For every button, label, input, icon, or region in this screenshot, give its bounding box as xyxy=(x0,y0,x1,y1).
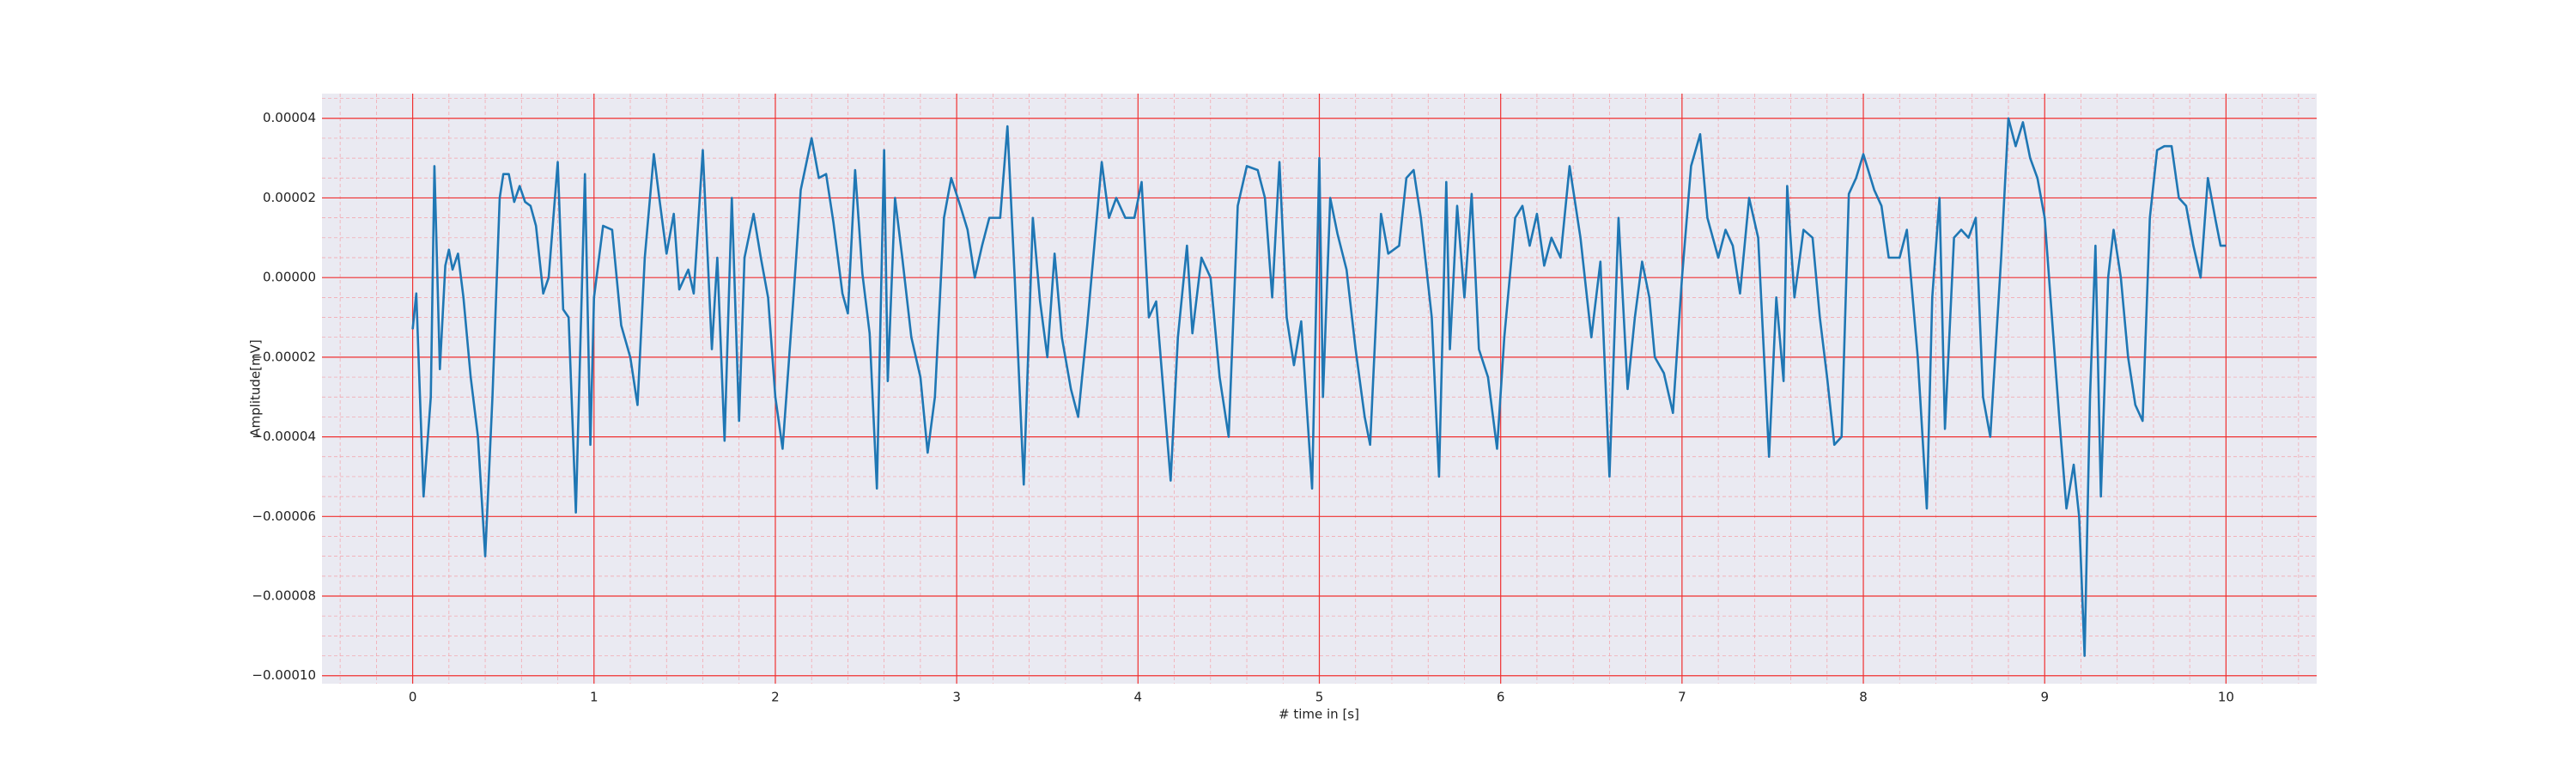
x-tick-label: 5 xyxy=(1315,690,1324,705)
y-tick-label: −0.00002 xyxy=(252,349,316,364)
signal-line xyxy=(411,117,2227,657)
x-tick-label: 4 xyxy=(1134,690,1143,705)
labels: # time in [s] Amplitude[mV] 0 1 2 3 4 5 6 7 8 9 10… xyxy=(248,110,2234,721)
marks xyxy=(411,117,2227,657)
x-tick-label: 0 xyxy=(409,690,417,705)
y-tick-label: −0.00010 xyxy=(252,667,316,683)
y-tick-label: −0.00008 xyxy=(252,588,316,604)
x-tick-label: 7 xyxy=(1678,690,1686,705)
x-tick-label: 3 xyxy=(952,690,961,705)
x-tick-label: 1 xyxy=(590,690,598,705)
y-tick-label: −0.00006 xyxy=(252,508,316,524)
y-tick-label: −0.00004 xyxy=(252,429,316,444)
x-axis-label: # time in [s] xyxy=(1279,707,1359,722)
x-tick-label: 10 xyxy=(2218,690,2234,705)
y-tick-label: 0.00000 xyxy=(263,270,316,285)
x-tick-label: 2 xyxy=(771,690,780,705)
x-tick-label: 8 xyxy=(1859,690,1868,705)
x-tick-label: 9 xyxy=(2040,690,2049,705)
x-tick-label: 6 xyxy=(1497,690,1505,705)
y-axis-label: Amplitude[mV] xyxy=(248,339,264,436)
y-tick-label: 0.00004 xyxy=(263,110,316,125)
y-tick-label: 0.00002 xyxy=(263,190,316,205)
